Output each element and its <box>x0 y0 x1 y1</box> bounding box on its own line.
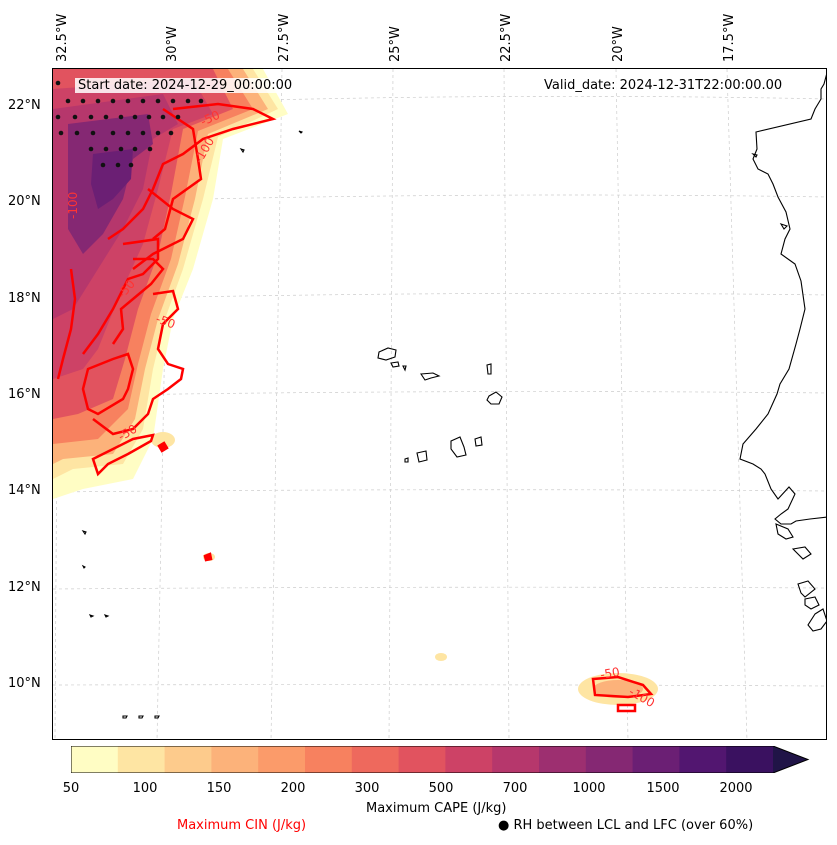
start-date-label: Start date: 2024-12-29_00:00:00 <box>75 78 296 93</box>
lon-label-17-5w: 17.5°W <box>722 13 737 62</box>
rh-legend-label: RH between LCL and LFC (over 60%) <box>513 818 754 833</box>
contour-label: -50 <box>154 312 177 332</box>
colorbar-cell <box>164 746 212 773</box>
lon-label-20w: 20°W <box>611 26 626 62</box>
gridlines <box>53 69 826 739</box>
lat-label-22n: 22°N <box>8 98 41 113</box>
colorbar-tick: 200 <box>280 781 306 796</box>
lat-label-20n: 20°N <box>8 194 41 209</box>
colorbar-tick: 50 <box>62 781 80 796</box>
contour-label: -50 <box>599 665 621 682</box>
colorbar-tick: 150 <box>206 781 232 796</box>
colorbar-cell <box>492 746 540 773</box>
rh-marker-icon: ● <box>498 818 510 833</box>
coastlines <box>81 74 826 719</box>
colorbar-cell <box>117 746 166 773</box>
map-panel: -50 -100 -100 -50 -50 -50 -100 -50 <box>52 68 827 740</box>
lat-label-12n: 12°N <box>8 580 41 595</box>
colorbar-cell <box>71 746 119 773</box>
colorbar-cell <box>305 746 353 773</box>
colorbar-tick: 100 <box>132 781 158 796</box>
colorbar-tick: 1000 <box>572 781 606 796</box>
colorbar-cell <box>539 746 587 773</box>
colorbar-cell <box>773 746 808 773</box>
colorbar-cell <box>211 746 259 773</box>
lat-label-14n: 14°N <box>8 483 41 498</box>
colorbar-tick: 2000 <box>719 781 753 796</box>
cin-contours <box>56 102 654 713</box>
colorbar-cell <box>258 746 306 773</box>
lon-label-32-5w: 32.5°W <box>55 13 70 62</box>
lat-label-16n: 16°N <box>8 387 41 402</box>
lon-label-22-5w: 22.5°W <box>499 13 514 62</box>
colorbar <box>71 746 810 773</box>
colorbar-cell <box>726 746 774 773</box>
colorbar-label: Maximum CAPE (J/kg) <box>366 801 507 816</box>
lat-label-18n: 18°N <box>8 291 41 306</box>
colorbar-cell <box>632 746 680 773</box>
colorbar-cell <box>585 746 634 773</box>
colorbar-cell <box>679 746 727 773</box>
valid-date-label: Valid_date: 2024-12-31T22:00:00.00 <box>541 78 786 93</box>
map-canvas: -50 -100 -100 -50 -50 -50 -100 -50 <box>53 69 826 739</box>
colorbar-tick: 500 <box>428 781 454 796</box>
lon-label-30w: 30°W <box>165 26 180 62</box>
colorbar-cell <box>351 746 400 773</box>
contour-label: -100 <box>66 192 80 219</box>
colorbar-tick: 300 <box>354 781 380 796</box>
colorbar-cell <box>445 746 493 773</box>
cin-legend-label: Maximum CIN (J/kg) <box>177 818 307 833</box>
rh-legend: ● RH between LCL and LFC (over 60%) <box>498 818 753 833</box>
lon-label-25w: 25°W <box>388 26 403 62</box>
colorbar-cell <box>398 746 446 773</box>
cape-field <box>53 69 658 705</box>
lat-label-10n: 10°N <box>8 676 41 691</box>
colorbar-tick: 1500 <box>646 781 680 796</box>
lon-label-27-5w: 27.5°W <box>277 13 292 62</box>
rh-dots <box>55 80 204 168</box>
colorbar-tick: 700 <box>502 781 528 796</box>
